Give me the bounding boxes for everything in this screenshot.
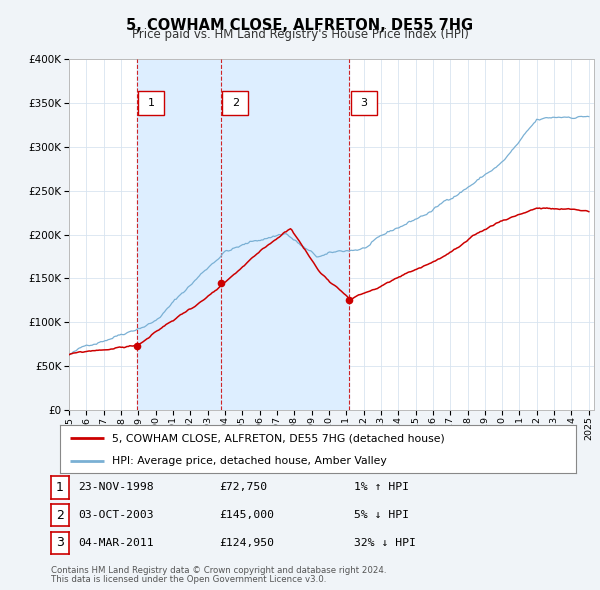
Text: 3: 3 (56, 536, 64, 549)
Text: 04-MAR-2011: 04-MAR-2011 (78, 538, 154, 548)
Text: This data is licensed under the Open Government Licence v3.0.: This data is licensed under the Open Gov… (51, 575, 326, 584)
Text: 32% ↓ HPI: 32% ↓ HPI (354, 538, 416, 548)
Text: £124,950: £124,950 (219, 538, 274, 548)
Text: 1% ↑ HPI: 1% ↑ HPI (354, 483, 409, 492)
FancyBboxPatch shape (223, 91, 248, 115)
Text: 5% ↓ HPI: 5% ↓ HPI (354, 510, 409, 520)
Bar (137, 59, 349, 410)
Text: 2: 2 (232, 98, 239, 108)
Text: 1: 1 (148, 98, 155, 108)
Text: HPI: Average price, detached house, Amber Valley: HPI: Average price, detached house, Ambe… (112, 456, 386, 466)
Text: Contains HM Land Registry data © Crown copyright and database right 2024.: Contains HM Land Registry data © Crown c… (51, 566, 386, 575)
Text: 5, COWHAM CLOSE, ALFRETON, DE55 7HG (detached house): 5, COWHAM CLOSE, ALFRETON, DE55 7HG (det… (112, 433, 445, 443)
Text: 3: 3 (361, 98, 367, 108)
Text: 23-NOV-1998: 23-NOV-1998 (78, 483, 154, 492)
FancyBboxPatch shape (351, 91, 377, 115)
Text: 1: 1 (56, 481, 64, 494)
Text: £145,000: £145,000 (219, 510, 274, 520)
Text: 5, COWHAM CLOSE, ALFRETON, DE55 7HG: 5, COWHAM CLOSE, ALFRETON, DE55 7HG (127, 18, 473, 32)
Text: £72,750: £72,750 (219, 483, 267, 492)
Text: 03-OCT-2003: 03-OCT-2003 (78, 510, 154, 520)
Text: Price paid vs. HM Land Registry's House Price Index (HPI): Price paid vs. HM Land Registry's House … (131, 28, 469, 41)
FancyBboxPatch shape (139, 91, 164, 115)
Text: 2: 2 (56, 509, 64, 522)
